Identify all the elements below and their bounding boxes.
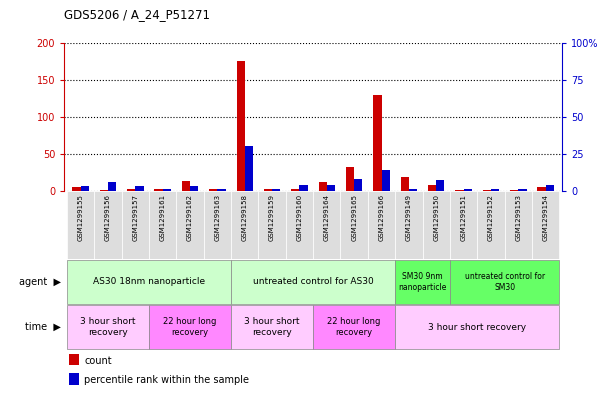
Bar [177,191,203,259]
Bar [67,260,231,304]
Bar [203,191,231,259]
Bar [149,305,231,349]
Bar [395,260,450,304]
Bar [368,191,395,259]
Bar [464,189,472,191]
Bar [340,191,368,259]
Text: GSM1299155: GSM1299155 [78,194,84,241]
Text: GSM1299157: GSM1299157 [133,194,138,241]
Bar [381,170,390,191]
Text: GSM1299159: GSM1299159 [269,194,275,241]
Bar [354,179,362,191]
Text: GSM1299164: GSM1299164 [324,194,330,241]
Bar [245,146,253,191]
Bar [313,191,340,259]
Text: GSM1299166: GSM1299166 [379,194,384,241]
Text: GSM1299161: GSM1299161 [159,194,166,241]
Bar [409,189,417,191]
Text: GDS5206 / A_24_P51271: GDS5206 / A_24_P51271 [64,8,210,21]
Bar [163,189,171,191]
Bar [428,185,436,191]
Bar [327,185,335,191]
Bar [286,191,313,259]
Bar [450,191,477,259]
Bar [272,189,280,191]
Bar [135,186,144,191]
Bar [81,186,89,191]
Bar [477,191,505,259]
Bar [231,191,258,259]
Bar [450,260,560,304]
Text: GSM1299153: GSM1299153 [515,194,521,241]
Bar [231,260,395,304]
Bar [100,190,108,191]
Text: untreated control for
SM30: untreated control for SM30 [464,272,545,292]
Bar [318,182,327,191]
Bar [72,187,81,191]
Text: percentile rank within the sample: percentile rank within the sample [84,375,249,386]
Bar [264,189,272,191]
Text: GSM1299151: GSM1299151 [461,194,467,241]
Bar [532,191,560,259]
Bar [69,373,79,385]
Text: GSM1299162: GSM1299162 [187,194,193,241]
Text: GSM1299152: GSM1299152 [488,194,494,241]
Bar [69,354,79,365]
Bar [231,305,313,349]
Bar [401,177,409,191]
Bar [436,180,444,191]
Text: GSM1299149: GSM1299149 [406,194,412,241]
Text: GSM1299158: GSM1299158 [242,194,247,241]
Text: 22 hour long
recovery: 22 hour long recovery [327,317,381,337]
Bar [395,191,423,259]
Bar [313,305,395,349]
Text: AS30 18nm nanoparticle: AS30 18nm nanoparticle [93,277,205,286]
Bar [209,189,218,191]
Bar [423,191,450,259]
Text: time  ▶: time ▶ [25,322,61,332]
Bar [483,190,491,191]
Bar [149,191,177,259]
Bar [346,167,354,191]
Bar [67,191,94,259]
Bar [67,305,149,349]
Bar [538,187,546,191]
Bar [94,191,122,259]
Bar [491,189,499,191]
Bar [299,185,308,191]
Text: GSM1299150: GSM1299150 [433,194,439,241]
Bar [155,189,163,191]
Bar [395,305,560,349]
Bar [218,189,225,191]
Bar [510,190,518,191]
Bar [122,191,149,259]
Bar [236,61,245,191]
Text: untreated control for AS30: untreated control for AS30 [253,277,373,286]
Bar [258,191,286,259]
Bar [291,189,299,191]
Bar [127,189,135,191]
Bar [108,182,116,191]
Text: GSM1299154: GSM1299154 [543,194,549,241]
Bar [518,189,527,191]
Text: SM30 9nm
nanoparticle: SM30 9nm nanoparticle [398,272,447,292]
Text: GSM1299165: GSM1299165 [351,194,357,241]
Text: 3 hour short
recovery: 3 hour short recovery [244,317,300,337]
Text: 22 hour long
recovery: 22 hour long recovery [163,317,217,337]
Bar [505,191,532,259]
Text: GSM1299156: GSM1299156 [105,194,111,241]
Text: 3 hour short
recovery: 3 hour short recovery [80,317,136,337]
Bar [182,181,190,191]
Bar [190,186,198,191]
Text: 3 hour short recovery: 3 hour short recovery [428,323,526,332]
Text: agent  ▶: agent ▶ [19,277,61,287]
Bar [373,95,381,191]
Bar [546,185,554,191]
Bar [455,190,464,191]
Text: GSM1299163: GSM1299163 [214,194,221,241]
Text: GSM1299160: GSM1299160 [296,194,302,241]
Text: count: count [84,356,112,366]
